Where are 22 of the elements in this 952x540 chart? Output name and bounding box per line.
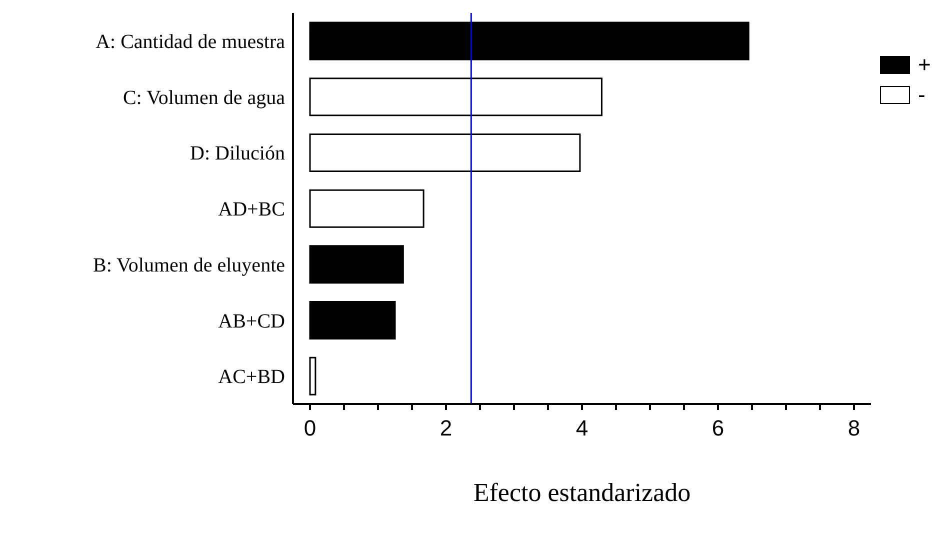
x-tick-label: 6	[712, 416, 724, 441]
legend-label: -	[918, 82, 926, 108]
x-axis-title: Efecto estandarizado	[472, 478, 692, 508]
y-tick-label: A: Cantidad de muestra	[96, 31, 286, 54]
x-tick-label: 8	[848, 416, 860, 441]
y-tick-label: D: Dilución	[190, 142, 285, 165]
y-tick-label: AB+CD	[218, 310, 285, 332]
y-tick-label: AC+BD	[218, 366, 285, 388]
y-tick-label: AD+BC	[218, 198, 285, 221]
x-tick-label: 0	[304, 416, 316, 441]
x-tick-label: 4	[576, 416, 588, 441]
y-tick-label: B: Volumen de eluyente	[92, 254, 286, 276]
x-tick-label: 2	[440, 416, 452, 441]
bar	[309, 189, 424, 228]
bar	[309, 78, 602, 116]
bar	[309, 22, 750, 60]
bar	[309, 133, 581, 172]
y-tick-label: C: Volumen de agua	[122, 86, 286, 109]
legend-label: +	[918, 52, 931, 78]
bar	[309, 301, 396, 340]
bar	[309, 356, 316, 396]
bar	[309, 245, 404, 284]
